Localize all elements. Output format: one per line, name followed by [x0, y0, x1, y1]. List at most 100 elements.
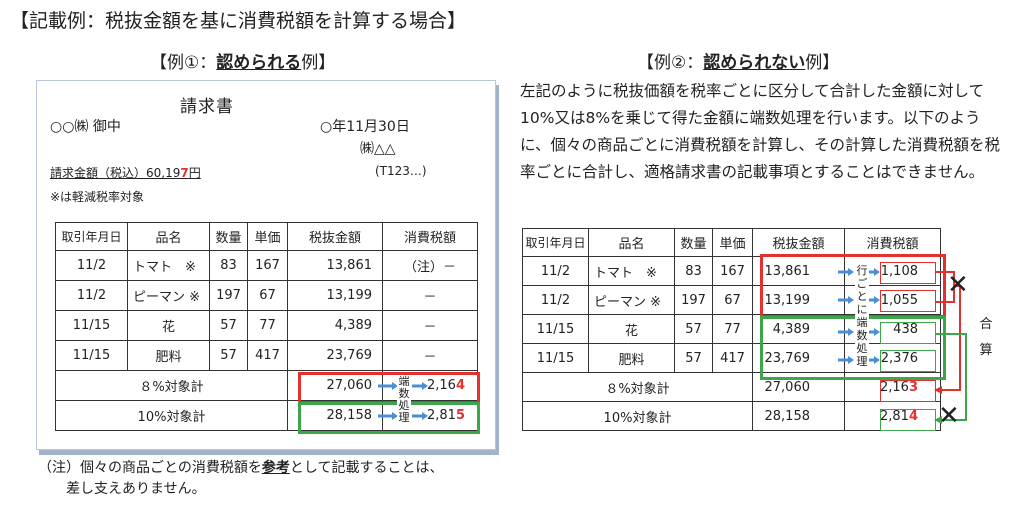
col-header-qty: 数量: [209, 222, 248, 251]
cell-qty: 57: [674, 314, 713, 344]
example2-heading-prefix: 【例②：: [637, 53, 704, 73]
cell-price: 167: [712, 256, 753, 286]
subtotal-10-tax-value: 2,81: [880, 408, 909, 424]
example2-heading-suffix: 例】: [805, 53, 840, 73]
rounding-char: 理: [398, 411, 410, 424]
cell-price: 417: [712, 343, 753, 373]
subtotal-8-label: ８%対象計: [522, 372, 753, 402]
rounding-char: 端: [398, 375, 410, 388]
tax-cell-box: [880, 262, 936, 284]
col-header-amount: 税抜金額: [287, 222, 383, 251]
cell-tax: －: [382, 280, 478, 311]
cell-tax: －: [382, 310, 478, 341]
invoice-title: 請求書: [180, 97, 234, 117]
subtotal-8-tax-last-digit: 4: [455, 378, 465, 393]
invoice-amount-label: 請求金額（税込）60,19: [50, 166, 181, 180]
cell-item: 肥料: [127, 340, 210, 371]
summation-char: 合: [979, 317, 993, 332]
cell-qty: 197: [209, 280, 248, 311]
rounding-char: と: [856, 290, 868, 303]
col-header-item: 品名: [127, 222, 210, 251]
subtotal-10-tax-last-digit: 5: [455, 408, 465, 423]
rounding-char: 数: [398, 387, 410, 400]
tax-cell-box: [880, 290, 936, 312]
example2-heading-bold: 認められない: [703, 53, 806, 73]
per-line-rounding-label: 行 ご と に 端 数 処 理: [855, 264, 869, 368]
footnote-line2: 差し支えありません。: [66, 481, 206, 497]
col-header-price: 単価: [247, 222, 288, 251]
per-line-arrows: [838, 268, 880, 364]
cell-amount: 13,199: [752, 285, 845, 315]
example1-heading-suffix: 例】: [301, 53, 336, 73]
rounding-arrows: [378, 382, 428, 420]
invoice-amount-last-digit: 7: [180, 166, 189, 180]
table-row: 11/2 ピーマン ※ 197 67 13,199 －: [55, 280, 478, 311]
example1-heading-bold: 認められる: [216, 53, 302, 73]
sum8-box: [880, 380, 936, 402]
green-highlight-box: [760, 316, 946, 380]
cell-date: 11/2: [522, 256, 589, 286]
rounding-char: 端: [856, 316, 868, 329]
cell-item: 花: [588, 314, 675, 344]
subtotal-10-tax: 2,814: [844, 401, 941, 431]
cross-mark-icon: ✕: [938, 401, 960, 431]
cell-amount: 13,861: [752, 256, 845, 286]
example2-table: 取引年月日 品名 数量 単価 税抜金額 消費税額 11/2 トマト ※ 83 1…: [522, 228, 941, 431]
tax-cell-box: [880, 350, 936, 372]
cell-item: トマト ※: [588, 256, 675, 286]
subtotal-8-tax-value: 2,16: [427, 378, 456, 393]
footnote-line1: （注）個々の商品ごとの消費税額を参考として記載することは、: [38, 457, 443, 477]
cell-qty: 83: [674, 256, 713, 286]
cell-qty: 83: [209, 250, 248, 281]
subtotal-8-tax-value: 2,16: [880, 379, 909, 395]
tax-cell-box: [880, 322, 936, 344]
cell-qty: 57: [209, 340, 248, 371]
subtotal-10-label: 10%対象計: [55, 400, 288, 431]
invoice-date: ○年11月30日: [320, 119, 410, 135]
page-title: 【記載例：税抜金額を基に消費税額を計算する場合】: [10, 10, 467, 32]
cell-date: 11/15: [55, 310, 128, 341]
summation-char: 算: [979, 343, 993, 358]
rounding-char: 処: [398, 399, 410, 412]
cell-date: 11/15: [55, 340, 128, 371]
example1-heading-prefix: 【例①：: [150, 53, 217, 73]
subtotal-10-label: 10%対象計: [522, 401, 753, 431]
subtotal-10-amount: 28,158: [752, 401, 845, 431]
cell-price: 77: [712, 314, 753, 344]
footnote-text-end: として記載することは、: [289, 460, 444, 476]
reduced-rate-note: ※は軽減税率対象: [50, 190, 145, 204]
rounding-char: 行: [856, 264, 868, 277]
table-row: 11/15 肥料 57 417 23,769 －: [55, 340, 478, 371]
subtotal-10-row: 10%対象計 28,158 2,814: [522, 401, 941, 431]
summation-vertical-label: 合 算: [978, 312, 994, 364]
cross-mark-icon: ✕: [947, 270, 969, 300]
footnote-text: （注）個々の商品ごとの消費税額を: [38, 460, 262, 476]
subtotal-10-tax-value: 2,81: [427, 408, 456, 423]
cell-date: 11/2: [522, 285, 589, 315]
rounding-char: 処: [856, 342, 868, 355]
subtotal-8-tax-last-digit: 3: [908, 379, 918, 395]
cell-amount: 13,861: [287, 250, 383, 281]
invoice-amount-unit: 円: [188, 166, 201, 180]
col-header-tax: 消費税額: [844, 228, 941, 257]
cell-amount: 13,199: [287, 280, 383, 311]
cell-price: 67: [712, 285, 753, 315]
footnote-bold: 参考: [261, 460, 290, 476]
col-header-date: 取引年月日: [522, 228, 589, 257]
cell-price: 67: [247, 280, 288, 311]
invoice-amount: 請求金額（税込）60,197円: [50, 164, 201, 181]
cell-date: 11/2: [55, 250, 128, 281]
table-row: 11/2 トマト ※ 83 167 13,861 （注）－: [55, 250, 478, 281]
cell-date: 11/2: [55, 280, 128, 311]
table-row: 11/15 花 57 77 4,389 －: [55, 310, 478, 341]
col-header-item: 品名: [588, 228, 675, 257]
cell-price: 167: [247, 250, 288, 281]
col-header-amount: 税抜金額: [752, 228, 845, 257]
cell-qty: 57: [674, 343, 713, 373]
example2-paragraph: 左記のように税抜価額を税率ごとに区分して合計した金額に対して10%又は8%を乗じ…: [520, 82, 1001, 181]
green-highlight-box: [298, 402, 480, 434]
cell-item: ピーマン ※: [127, 280, 210, 311]
summation-connectors: [934, 271, 967, 424]
cell-item: トマト ※: [127, 250, 210, 281]
cell-date: 11/15: [522, 314, 589, 344]
